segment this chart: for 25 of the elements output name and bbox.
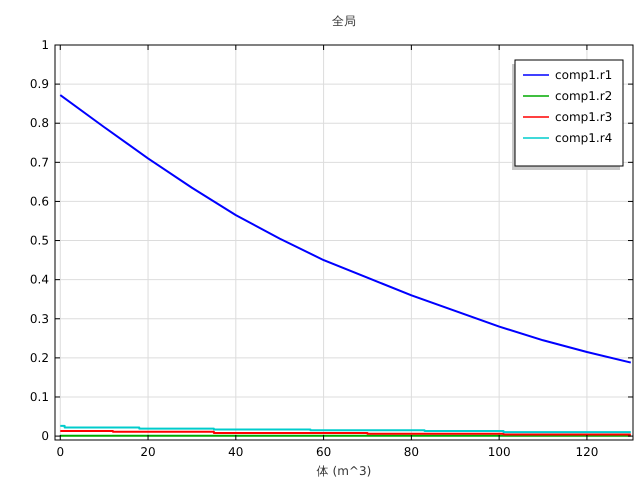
- chart-title: 全局: [332, 14, 356, 28]
- legend-label: comp1.r2: [555, 89, 612, 103]
- y-tick-label: 0.7: [30, 155, 49, 170]
- x-tick-label: 100: [488, 445, 511, 459]
- legend-label: comp1.r1: [555, 68, 612, 82]
- y-tick-label: 0.1: [30, 390, 49, 404]
- y-tick-label: 1: [41, 38, 49, 52]
- legend-label: comp1.r4: [555, 131, 612, 145]
- x-tick-label: 20: [140, 445, 156, 459]
- legend-label: comp1.r3: [555, 110, 612, 124]
- y-tick-label: 0.6: [30, 194, 49, 208]
- x-tick-label: 40: [228, 445, 244, 459]
- x-tick-label: 120: [575, 445, 598, 459]
- line-series: [59, 424, 632, 434]
- x-tick-label: 0: [56, 445, 64, 459]
- y-tick-label: 0.9: [30, 77, 49, 92]
- x-tick-label: 60: [316, 445, 332, 459]
- y-tick-label: 0.4: [30, 272, 49, 287]
- y-tick-label: 0.3: [30, 312, 49, 326]
- x-axis-title: 体 (m^3): [316, 464, 372, 478]
- y-tick-label: 0.8: [30, 116, 49, 130]
- y-tick-label: 0: [41, 429, 49, 444]
- y-tick-label: 0.2: [30, 350, 49, 365]
- x-tick-label: 80: [404, 445, 420, 459]
- y-tick-label: 0.5: [30, 234, 49, 248]
